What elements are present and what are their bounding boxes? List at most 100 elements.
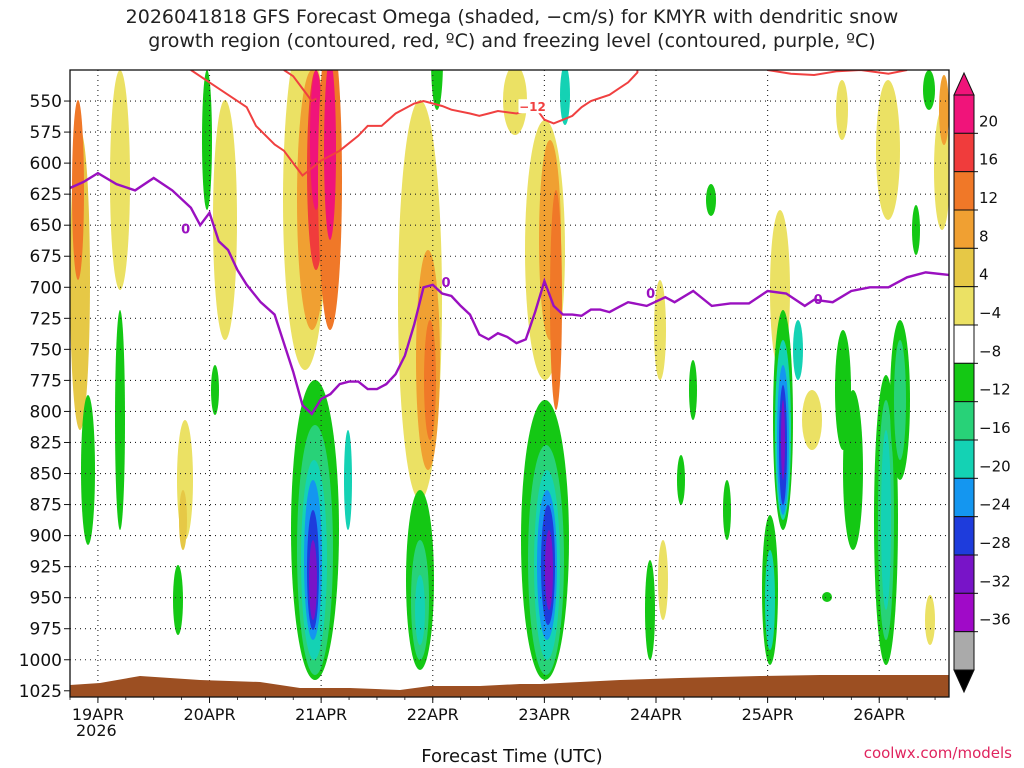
dgz-contour-label: −12	[519, 100, 546, 114]
colorbar-label: −36	[979, 611, 1011, 629]
colorbar-label: −8	[979, 342, 1001, 360]
y-tick-label: 900	[30, 527, 62, 547]
colorbar-label: −28	[979, 534, 1011, 552]
y-tick-label: 850	[30, 465, 62, 485]
omega-blob	[324, 70, 336, 240]
colorbar: 20 16 12 8 4 −4 −8 −12 −16 −20 −24 −28 −32 −36	[953, 71, 1011, 694]
x-axis: 19APR 20APR 21APR 22APR 23APR 24APR 25APR 26APR	[69, 697, 936, 724]
omega-blob	[81, 395, 95, 545]
omega-blob	[912, 205, 920, 255]
downward-motion-shading	[81, 70, 935, 680]
omega-blob	[925, 595, 935, 645]
omega-blob	[110, 70, 130, 290]
colorbar-swatch	[953, 94, 975, 134]
y-tick-label: 950	[30, 589, 62, 609]
omega-blob	[431, 70, 443, 110]
y-tick-label: 700	[30, 278, 62, 298]
dgz-contour-line	[283, 70, 317, 103]
plot-background	[70, 70, 949, 697]
colorbar-swatch	[953, 209, 975, 249]
omega-blob	[706, 184, 716, 216]
y-tick-label: 600	[30, 154, 62, 174]
omega-blob	[894, 340, 906, 460]
colorbar-swatch	[953, 477, 975, 518]
x-tick-label: 24APR	[630, 705, 682, 724]
colorbar-swatch	[953, 439, 975, 479]
chart-title-line-1: 2026041818 GFS Forecast Omega (shaded, −…	[125, 6, 899, 28]
omega-blob	[211, 365, 219, 415]
omega-blob	[822, 592, 832, 602]
freezing-level-label: 0	[814, 293, 823, 308]
dgz-contour-line	[339, 70, 639, 152]
omega-blob	[545, 530, 553, 610]
colorbar-top-arrow	[953, 71, 975, 96]
plot-area: −12 0 0 0 0	[69, 69, 950, 698]
colorbar-swatch	[953, 362, 975, 403]
colorbar-bottom-arrow	[953, 669, 975, 694]
x-tick-label: 26APR	[853, 705, 905, 724]
x-tick-label: 20APR	[183, 705, 235, 724]
omega-blob	[689, 360, 697, 420]
freezing-level-label: 0	[181, 222, 190, 237]
x-tick-label: 21APR	[295, 705, 347, 724]
omega-blob	[309, 540, 317, 620]
plot-frame	[69, 69, 950, 698]
colorbar-label: −32	[979, 572, 1011, 590]
y-tick-label: 625	[30, 185, 62, 205]
colorbar-swatch	[953, 592, 975, 633]
source-credit: coolwx.com/models	[863, 744, 1012, 762]
omega-blob	[836, 80, 848, 140]
y-tick-label: 675	[30, 247, 62, 267]
colorbar-label: 4	[979, 266, 989, 284]
omega-blob	[213, 100, 237, 340]
terrain-fill	[70, 675, 949, 697]
omega-blob	[654, 280, 666, 380]
omega-blob	[939, 75, 949, 145]
y-tick-label: 975	[30, 620, 62, 640]
colorbar-label: −12	[979, 381, 1011, 399]
x-tick-label: 22APR	[407, 705, 459, 724]
omega-blob	[202, 70, 212, 210]
colorbar-label: 20	[979, 112, 998, 130]
colorbar-label: 12	[979, 189, 998, 207]
dgz-contour-line	[190, 70, 341, 177]
colorbar-label: −24	[979, 496, 1011, 514]
omega-blob	[658, 540, 668, 620]
omega-blob	[173, 565, 183, 635]
colorbar-swatch	[953, 132, 975, 173]
x-tick-label: 19APR	[72, 705, 124, 724]
colorbar-label: −4	[979, 304, 1001, 322]
omega-shading	[70, 70, 949, 680]
chart-title-line-2: growth region (contoured, red, ºC) and f…	[148, 30, 876, 52]
colorbar-label: −20	[979, 457, 1011, 475]
omega-blob	[677, 455, 685, 505]
y-tick-label: 575	[30, 123, 62, 143]
x-axis-title: Forecast Time (UTC)	[421, 746, 603, 767]
omega-blob	[550, 190, 562, 410]
omega-blob	[344, 430, 352, 530]
freezing-level-label: 0	[646, 287, 655, 302]
omega-blob	[723, 480, 731, 540]
colorbar-swatch	[953, 631, 975, 671]
omega-blob	[923, 70, 935, 110]
dgz-contour-line	[767, 70, 908, 77]
colorbar-label: −16	[979, 419, 1011, 437]
y-tick-label: 725	[30, 309, 62, 329]
omega-blob	[843, 390, 863, 550]
omega-blob	[793, 320, 803, 380]
colorbar-swatch	[953, 554, 975, 594]
omega-blob	[115, 310, 125, 530]
colorbar-swatch	[953, 171, 975, 211]
omega-blob	[503, 70, 527, 135]
omega-blob	[179, 490, 187, 550]
y-tick-label: 550	[30, 92, 62, 112]
x-axis-year-label: 2026	[76, 721, 117, 740]
y-tick-label: 875	[30, 496, 62, 516]
colorbar-label: 16	[979, 151, 998, 169]
y-tick-label: 925	[30, 558, 62, 578]
colorbar-swatch	[953, 286, 975, 326]
y-axis: 550 575 600 625 650 675 700 725 750 775 800 825 850 8…	[19, 92, 70, 702]
colorbar-swatch	[953, 401, 975, 441]
colorbar-label: 8	[979, 227, 989, 245]
